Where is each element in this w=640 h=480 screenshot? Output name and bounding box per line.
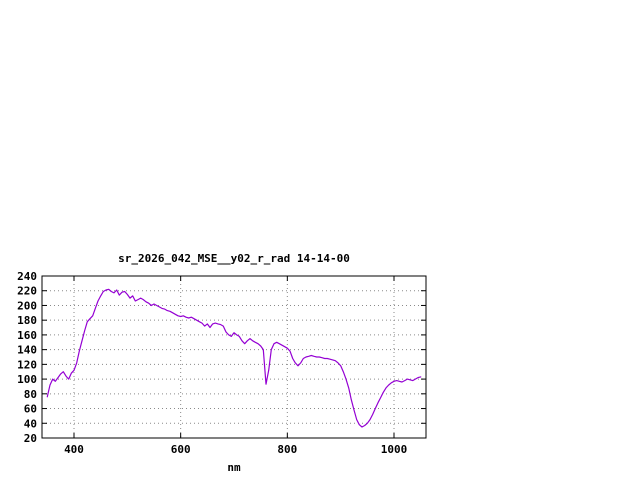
y-tick-label: 240 xyxy=(17,270,37,283)
y-tick-label: 220 xyxy=(17,285,37,298)
y-tick-label: 40 xyxy=(24,417,37,430)
plot-border xyxy=(41,275,427,439)
y-tick-label: 80 xyxy=(24,388,37,401)
y-tick-label: 120 xyxy=(17,358,37,371)
x-tick-label: 1000 xyxy=(381,443,408,456)
y-tick-label: 100 xyxy=(17,373,37,386)
y-tick-label: 20 xyxy=(24,432,37,445)
chart-title: sr_2026_042_MSE__y02_r_rad 14-14-00 xyxy=(118,252,350,265)
spectrum-line xyxy=(46,288,422,428)
y-tick-label: 180 xyxy=(17,314,37,327)
y-tick-label: 140 xyxy=(17,344,37,357)
y-tick-label: 60 xyxy=(24,403,37,416)
y-tick-label: 200 xyxy=(17,299,37,312)
x-tick-label: 400 xyxy=(64,443,84,456)
x-axis-label: nm xyxy=(227,461,241,474)
x-tick-label: 600 xyxy=(171,443,191,456)
x-tick-label: 800 xyxy=(277,443,297,456)
y-tick-label: 160 xyxy=(17,329,37,342)
